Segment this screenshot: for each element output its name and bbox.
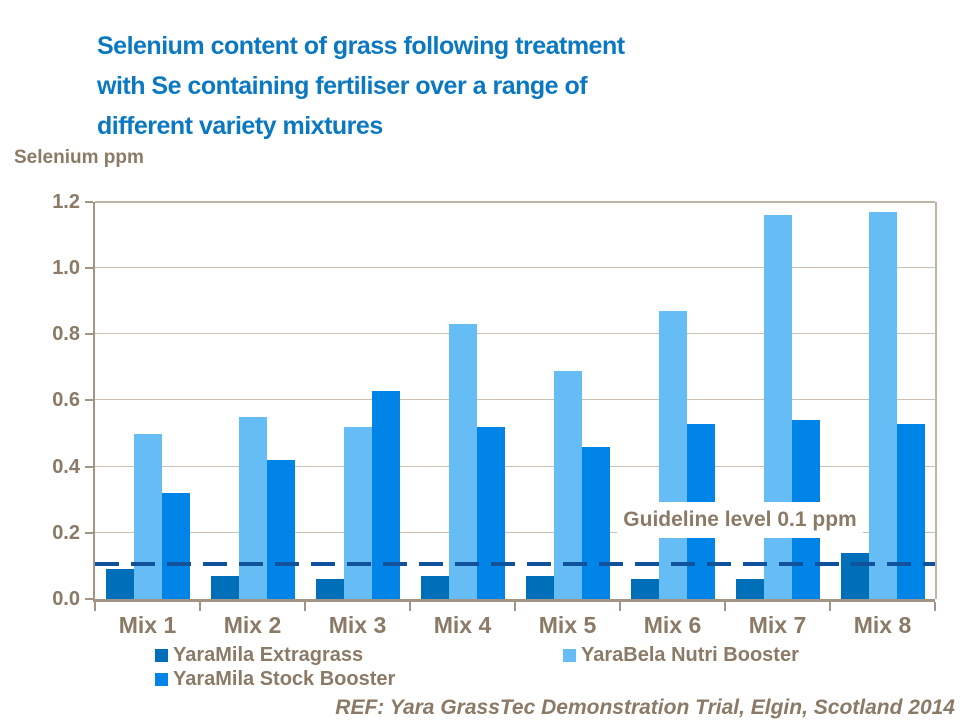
x-category-label-mix3: Mix 3 <box>328 612 387 638</box>
bar-group-mix7 <box>725 202 830 599</box>
legend-label-stock-booster: YaraMila Stock Booster <box>173 668 396 690</box>
legend-swatch-stock-booster <box>155 673 168 686</box>
y-axis-tick-0.0 <box>85 598 93 600</box>
x-axis-tick-3 <box>409 602 411 611</box>
bar-mix3-yarabela-nutri-booster <box>344 427 372 599</box>
y-axis-tick-label-0.4: 0.4 <box>52 456 80 478</box>
bar-mix4-yaramila-extragrass <box>421 576 449 599</box>
y-axis-tick-0.6 <box>85 399 93 401</box>
plot-area: Guideline level 0.1 ppm <box>85 201 937 611</box>
bar-group-mix8 <box>830 202 935 599</box>
y-axis-tick-0.2 <box>85 532 93 534</box>
y-axis-unit-label: Selenium ppm <box>14 147 144 168</box>
bar-mix2-yarabela-nutri-booster <box>239 417 267 599</box>
bar-mix6-yarabela-nutri-booster <box>659 311 687 599</box>
chart-title: Selenium content of grass following trea… <box>97 26 857 146</box>
legend-swatch-extragrass <box>155 649 168 662</box>
y-axis-tick-0.8 <box>85 333 93 335</box>
bar-mix1-yaramila-extragrass <box>106 569 134 599</box>
bar-group-mix3 <box>305 202 410 599</box>
guideline-annotation-text: Guideline level 0.1 ppm <box>623 508 857 531</box>
bar-mix8-yaramila-stock-booster <box>897 424 925 599</box>
gridline-0.2 <box>95 532 935 533</box>
chart-title-line-3: different variety mixtures <box>97 112 383 140</box>
gridline-0.4 <box>95 466 935 467</box>
x-category-label-mix2: Mix 2 <box>223 612 282 638</box>
gridline-0.8 <box>95 333 935 334</box>
y-axis-tick-label-0.8: 0.8 <box>52 323 80 345</box>
gridline-1.0 <box>95 267 935 268</box>
y-axis-line <box>93 202 95 599</box>
bar-mix5-yaramila-stock-booster <box>582 447 610 599</box>
legend-item-extragrass: YaraMila Extragrass <box>155 644 363 667</box>
y-axis-tick-1.2 <box>85 201 93 203</box>
bar-mix7-yarabela-nutri-booster <box>764 215 792 599</box>
bar-mix4-yaramila-stock-booster <box>477 427 505 599</box>
x-axis-tick-8 <box>934 602 936 611</box>
x-category-label-mix4: Mix 4 <box>433 612 492 638</box>
x-axis-tick-0 <box>94 602 96 611</box>
x-axis-tick-6 <box>724 602 726 611</box>
x-category-label-mix8: Mix 8 <box>853 612 912 638</box>
bar-mix3-yaramila-stock-booster <box>372 391 400 599</box>
bar-mix1-yaramila-stock-booster <box>162 493 190 599</box>
y-axis-tick-1.0 <box>85 267 93 269</box>
bar-mix1-yarabela-nutri-booster <box>134 434 162 599</box>
bar-mix5-yarabela-nutri-booster <box>554 371 582 599</box>
x-axis-tick-4 <box>514 602 516 611</box>
x-axis-tick-5 <box>619 602 621 611</box>
guideline-dashed-line <box>95 562 935 566</box>
plot-right-border <box>935 202 937 599</box>
legend-label-extragrass: YaraMila Extragrass <box>173 644 364 666</box>
bar-mix6-yaramila-extragrass <box>631 579 659 599</box>
y-axis-tick-label-1.0: 1.0 <box>52 257 80 279</box>
gridline-0.6 <box>95 399 935 400</box>
legend-label-nutri-booster: YaraBela Nutri Booster <box>581 644 799 666</box>
y-axis-tick-label-0.2: 0.2 <box>52 522 80 544</box>
bar-group-mix1 <box>95 202 200 599</box>
bar-mix8-yarabela-nutri-booster <box>869 212 897 599</box>
bar-group-mix4 <box>410 202 515 599</box>
x-category-label-mix5: Mix 5 <box>538 612 597 638</box>
footer-reference: REF: Yara GrassTec Demonstration Trial, … <box>335 696 955 719</box>
x-axis-tick-1 <box>199 602 201 611</box>
x-axis-tick-2 <box>304 602 306 611</box>
legend-item-nutri-booster: YaraBela Nutri Booster <box>563 644 799 667</box>
bar-group-mix6 <box>620 202 725 599</box>
x-category-label-mix7: Mix 7 <box>748 612 807 638</box>
chart-title-line-1: Selenium content of grass following trea… <box>97 32 625 60</box>
y-axis-tick-label-1.2: 1.2 <box>52 191 80 213</box>
bar-group-mix5 <box>515 202 620 599</box>
chart-title-line-2: with Se containing fertiliser over a ran… <box>97 72 588 100</box>
bar-mix7-yaramila-extragrass <box>736 579 764 599</box>
bar-mix8-yaramila-extragrass <box>841 553 869 599</box>
x-category-label-mix6: Mix 6 <box>643 612 702 638</box>
y-axis-tick-label-0.0: 0.0 <box>52 588 80 610</box>
bar-mix4-yarabela-nutri-booster <box>449 324 477 599</box>
y-axis-tick-0.4 <box>85 466 93 468</box>
x-axis-tick-7 <box>829 602 831 611</box>
legend-swatch-nutri-booster <box>563 649 576 662</box>
legend-item-stock-booster: YaraMila Stock Booster <box>155 668 395 691</box>
bar-mix2-yaramila-stock-booster <box>267 460 295 599</box>
bar-mix5-yaramila-extragrass <box>526 576 554 599</box>
bar-mix3-yaramila-extragrass <box>316 579 344 599</box>
y-axis-tick-label-0.6: 0.6 <box>52 389 80 411</box>
bar-mix2-yaramila-extragrass <box>211 576 239 599</box>
x-category-label-mix1: Mix 1 <box>118 612 177 638</box>
guideline-annotation: Guideline level 0.1 ppm <box>617 502 863 538</box>
bar-group-mix2 <box>200 202 305 599</box>
x-axis-line <box>93 599 935 602</box>
gridline-1.2 <box>95 201 935 203</box>
